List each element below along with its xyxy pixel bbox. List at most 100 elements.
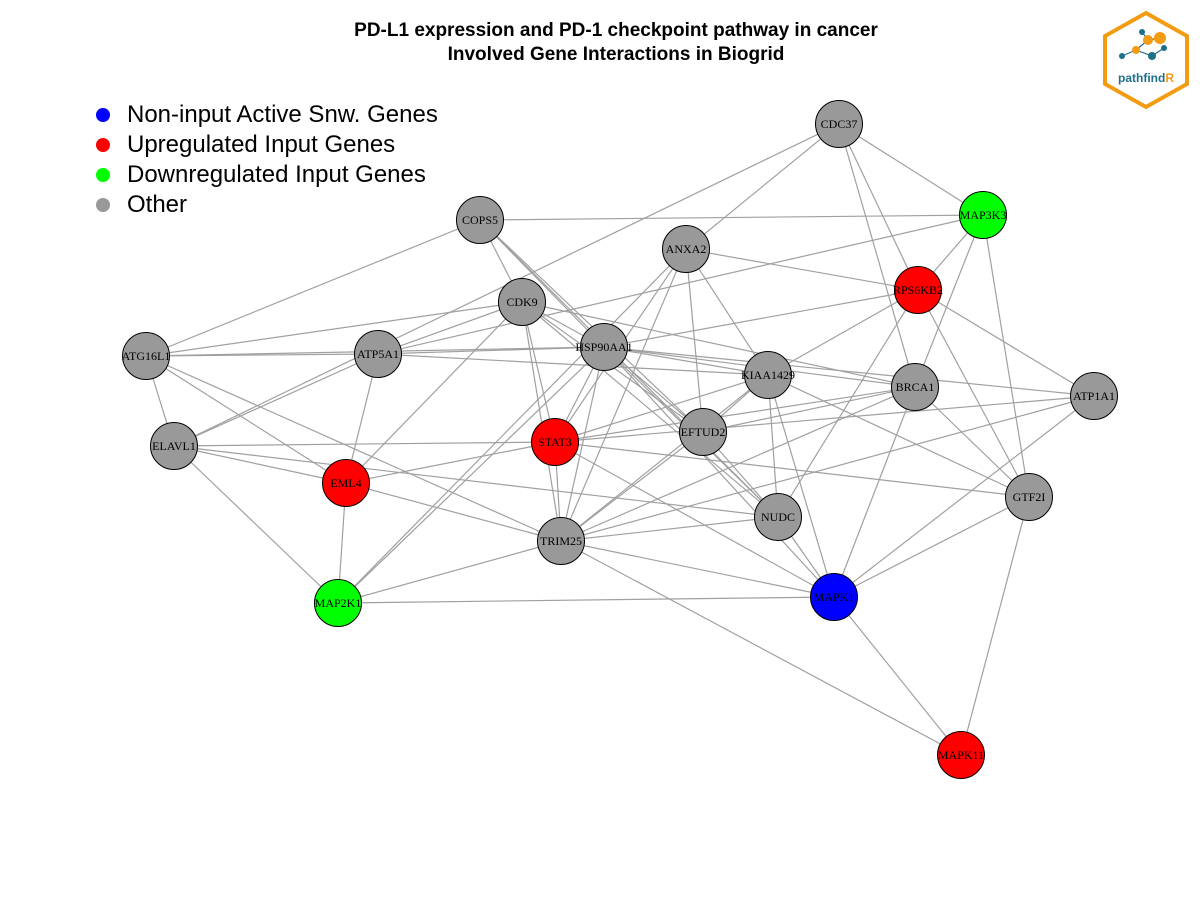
node-circle [1005, 473, 1053, 521]
edge-brca1-gtf2i [914, 386, 1030, 498]
edge-kiaa1429-gtf2i [767, 374, 1030, 498]
node-label: ATG16L1 [122, 349, 171, 363]
node-hsp90aa1: HSP90AA1 [575, 323, 633, 371]
edge-cops5-atg16l1 [145, 219, 481, 357]
legend-label: Other [127, 191, 188, 218]
node-circle [754, 493, 802, 541]
chart-title-line2: Involved Gene Interactions in Biogrid [447, 44, 785, 65]
edge-rps6kb2-gtf2i [917, 289, 1030, 498]
node-circle [580, 323, 628, 371]
edge-hsp90aa1-map2k1 [337, 346, 605, 604]
node-rps6kb2: RPS6KB2 [893, 266, 943, 314]
node-map3k3: MAP3K3 [959, 191, 1007, 239]
edge-kiaa1429-stat3 [554, 374, 769, 443]
edge-trim25-map2k1 [337, 540, 562, 604]
legend-dot-icon [96, 198, 110, 212]
legend-dot-icon [96, 138, 110, 152]
legend-label: Downregulated Input Genes [127, 161, 426, 188]
node-gtf2i: GTF2I [1005, 473, 1053, 521]
edge-cdk9-brca1 [521, 301, 916, 388]
edge-cdc37-map3k3 [838, 123, 984, 216]
node-label: MAPK1 [814, 590, 855, 604]
edge-stat3-gtf2i [554, 441, 1030, 498]
edge-anxa2-map2k1 [337, 248, 687, 604]
legend-label: Upregulated Input Genes [127, 131, 396, 158]
svg-text:pathfindR: pathfindR [1118, 71, 1174, 85]
node-circle [314, 579, 362, 627]
node-trim25: TRIM25 [537, 517, 585, 565]
edge-atp5a1-hsp90aa1 [377, 346, 605, 355]
node-eml4: EML4 [322, 459, 370, 507]
node-anxa2: ANXA2 [662, 225, 710, 273]
node-label: GTF2I [1013, 490, 1046, 504]
legend-item-upregulated: Upregulated Input Genes [96, 130, 438, 160]
edge-atp1a1-stat3 [554, 395, 1095, 443]
edge-map3k3-gtf2i [982, 214, 1030, 498]
legend: Non-input Active Snw. Genes Upregulated … [96, 100, 438, 220]
edge-map2k1-mapk1 [337, 596, 835, 604]
pathfindr-logo: pathfindR [1103, 10, 1189, 110]
node-circle [122, 332, 170, 380]
edge-gtf2i-mapk1 [833, 496, 1030, 598]
node-map2k1: MAP2K1 [314, 579, 362, 627]
node-label: MAPK11 [938, 748, 984, 762]
node-circle [322, 459, 370, 507]
node-circle [959, 191, 1007, 239]
edge-cdc37-rps6kb2 [838, 123, 919, 291]
edge-brca1-stat3 [554, 386, 916, 443]
node-circle [679, 408, 727, 456]
node-circle [456, 196, 504, 244]
legend-item-downregulated: Downregulated Input Genes [96, 160, 438, 190]
edge-cdk9-atp5a1 [377, 301, 523, 355]
edge-hsp90aa1-trim25 [560, 346, 605, 542]
edge-rps6kb2-kiaa1429 [767, 289, 919, 376]
node-circle [662, 225, 710, 273]
edge-anxa2-kiaa1429 [685, 248, 769, 376]
edge-layer [145, 123, 1095, 756]
edge-elavl1-stat3 [173, 441, 556, 447]
node-brca1: BRCA1 [891, 363, 939, 411]
edge-eftud2-trim25 [560, 431, 704, 542]
edge-cdc37-anxa2 [685, 123, 840, 250]
node-label: CDK9 [506, 295, 537, 309]
edge-kiaa1429-trim25 [560, 374, 769, 542]
edge-atg16l1-trim25 [145, 355, 562, 542]
chart-title-line1: PD-L1 expression and PD-1 checkpoint pat… [354, 20, 878, 41]
edge-cdc37-brca1 [838, 123, 916, 388]
legend-dot-icon [96, 168, 110, 182]
edge-trim25-mapk1 [560, 540, 835, 598]
edge-nudc-trim25 [560, 516, 779, 542]
legend-item-other: Other [96, 190, 438, 220]
node-label: MAP3K3 [960, 208, 1007, 222]
node-label: MAP2K1 [315, 596, 362, 610]
node-label: RPS6KB2 [893, 283, 943, 297]
node-circle [937, 731, 985, 779]
node-label: BRCA1 [896, 380, 935, 394]
edge-map3k3-atp5a1 [377, 214, 984, 355]
edge-atp5a1-elavl1 [173, 353, 379, 447]
node-label: TRIM25 [540, 534, 582, 548]
node-circle [894, 266, 942, 314]
node-atp5a1: ATP5A1 [354, 330, 402, 378]
node-nudc: NUDC [754, 493, 802, 541]
edge-atp5a1-kiaa1429 [377, 353, 769, 376]
node-label: NUDC [761, 510, 795, 524]
logo-text-main: pathfind [1118, 71, 1165, 85]
node-circle [531, 418, 579, 466]
node-label: ATP5A1 [357, 347, 399, 361]
edge-cdk9-eml4 [345, 301, 523, 484]
node-label: CDC37 [821, 117, 858, 131]
edge-stat3-eml4 [345, 441, 556, 484]
edge-anxa2-eftud2 [685, 248, 704, 433]
node-label: COPS5 [462, 213, 498, 227]
node-atp1a1: ATP1A1 [1070, 372, 1118, 420]
node-circle [815, 100, 863, 148]
node-circle [498, 278, 546, 326]
edge-kiaa1429-mapk1 [767, 374, 835, 598]
edge-elavl1-nudc [173, 445, 779, 518]
node-elavl1: ELAVL1 [150, 422, 198, 470]
edge-brca1-trim25 [560, 386, 916, 542]
node-eftud2: EFTUD2 [679, 408, 727, 456]
node-circle [810, 573, 858, 621]
node-circle [537, 517, 585, 565]
